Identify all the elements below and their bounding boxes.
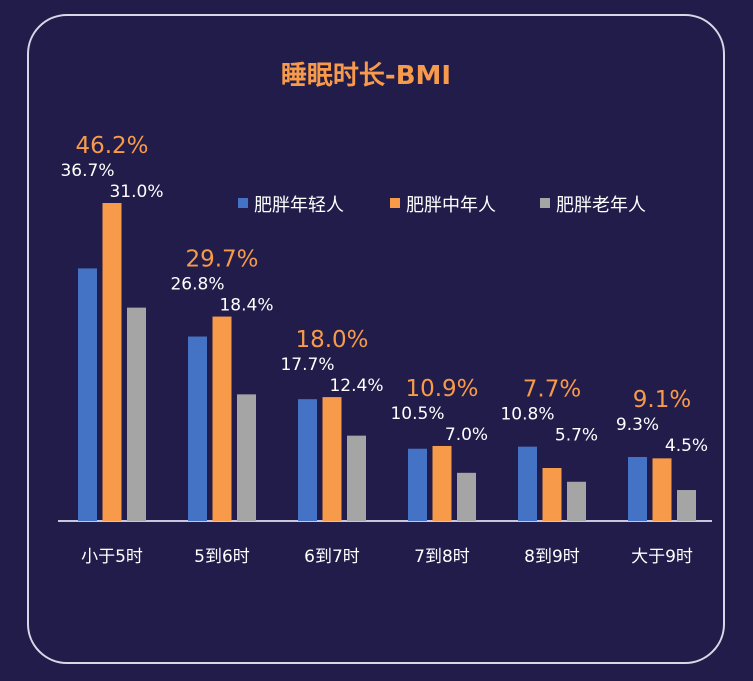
data-label: 9.1%: [633, 387, 691, 413]
data-label: 17.7%: [280, 355, 334, 375]
bar-2-2: [347, 435, 366, 521]
x-tick-label: 6到7时: [304, 547, 360, 567]
chart-title: 睡眠时长-BMI: [281, 61, 451, 91]
data-label: 9.3%: [616, 415, 659, 435]
legend-swatch: [390, 198, 400, 208]
legend-swatch: [540, 198, 550, 208]
data-label: 12.4%: [329, 376, 383, 396]
data-label: 10.5%: [390, 404, 444, 424]
bar-1-4: [542, 468, 562, 521]
bar-1-2: [322, 397, 342, 521]
x-tick-label: 小于5时: [81, 547, 143, 567]
data-label: 18.4%: [219, 296, 273, 316]
bar-1-1: [212, 316, 232, 521]
x-tick-label: 7到8时: [414, 547, 470, 567]
data-label: 7.0%: [445, 425, 488, 445]
x-tick-label: 8到9时: [524, 547, 580, 567]
data-label: 7.7%: [523, 377, 581, 403]
data-label: 26.8%: [170, 275, 224, 295]
x-tick-label: 5到6时: [194, 547, 250, 567]
bar-2-4: [567, 481, 586, 521]
data-label: 5.7%: [555, 426, 598, 446]
bar-0-1: [188, 336, 207, 521]
bar-0-3: [408, 448, 427, 521]
data-label: 29.7%: [185, 247, 258, 273]
data-label: 36.7%: [60, 161, 114, 181]
legend-label: 肥胖老年人: [556, 195, 646, 216]
bar-0-0: [78, 268, 97, 521]
data-label: 46.2%: [75, 133, 148, 159]
data-label: 10.9%: [405, 376, 478, 402]
bar-2-0: [127, 307, 146, 521]
data-label: 10.8%: [500, 405, 554, 425]
legend-label: 肥胖中年人: [406, 195, 496, 216]
bar-2-3: [457, 472, 476, 521]
data-label: 4.5%: [665, 436, 708, 456]
bar-2-1: [237, 394, 256, 521]
bar-0-4: [518, 446, 537, 521]
x-tick-label: 大于9时: [631, 547, 693, 567]
bar-0-2: [298, 399, 317, 521]
chart-card: [27, 14, 725, 664]
bar-1-3: [432, 445, 452, 521]
bar-2-5: [677, 490, 696, 521]
data-label: 18.0%: [295, 327, 368, 353]
bar-1-0: [102, 203, 122, 521]
bar-0-5: [628, 456, 647, 521]
data-label: 31.0%: [109, 182, 163, 202]
bar-1-5: [652, 458, 672, 521]
legend-label: 肥胖年轻人: [254, 195, 344, 216]
legend-swatch: [238, 198, 248, 208]
